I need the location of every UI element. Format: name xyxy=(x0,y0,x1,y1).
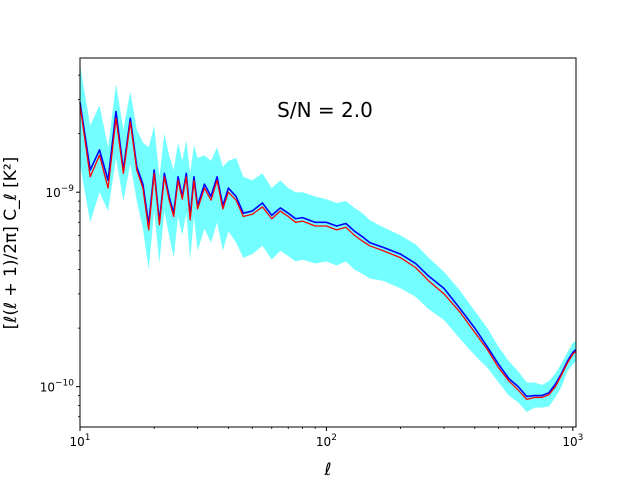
y-tick-label: 10−9 xyxy=(45,184,74,200)
x-tick-label: 102 xyxy=(316,433,337,449)
band-layer xyxy=(80,65,576,413)
plot-frame xyxy=(79,57,577,428)
series-layer xyxy=(79,102,577,401)
ticks-layer: 101 102 103 10−10 10−9 xyxy=(40,74,583,449)
x-tick-label: 101 xyxy=(69,433,90,449)
y-tick-label: 10−10 xyxy=(40,379,75,395)
y-axis-label: [ℓ(ℓ + 1)/2π] C_ℓ [K²] xyxy=(1,157,21,330)
series-line-red xyxy=(79,105,577,401)
uncertainty-band xyxy=(80,65,576,413)
chart-annotation: S/N = 2.0 xyxy=(277,98,373,122)
x-axis-label: ℓ xyxy=(323,460,331,480)
x-tick-label: 103 xyxy=(562,433,583,449)
